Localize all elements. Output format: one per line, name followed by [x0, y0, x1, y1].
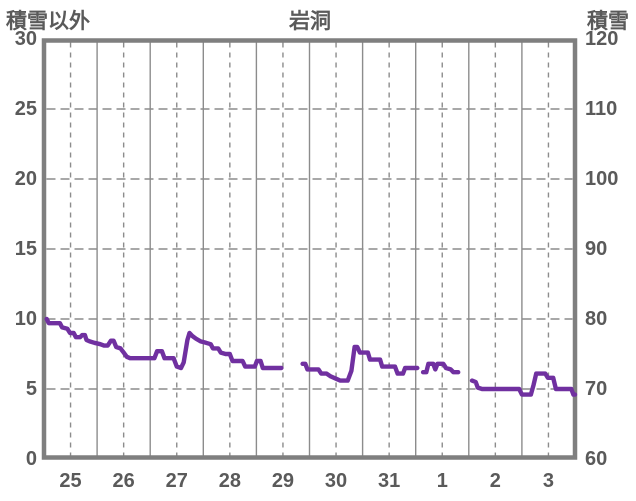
right-axis-title: 積雪: [587, 10, 629, 33]
chart-title: 岩洞: [289, 10, 331, 33]
x-axis-tick-label: 28: [218, 470, 241, 492]
data-line-segment: [420, 361, 461, 375]
left-axis-tick-label: 10: [14, 308, 37, 330]
right-axis-tick-label: 80: [585, 308, 608, 330]
x-axis-tick-label: 31: [378, 470, 401, 492]
x-axis-tick-label: 29: [271, 470, 295, 492]
left-axis-tick-label: 15: [14, 238, 37, 260]
left-axis-title: 積雪以外: [6, 10, 90, 33]
right-axis-tick-label: 120: [585, 28, 619, 50]
plot-frame: [41, 38, 578, 460]
x-axis-tick-label: 3: [542, 470, 554, 492]
data-line-segment: [469, 371, 578, 397]
x-axis-tick-label: 2: [489, 470, 501, 492]
left-axis-tick-label: 20: [14, 168, 37, 190]
x-axis-tick-label: 25: [59, 470, 82, 492]
x-axis-tick-label: 26: [112, 470, 135, 492]
right-axis-tick-label: 60: [585, 448, 608, 470]
x-axis-tick-label: 27: [165, 470, 188, 492]
right-axis-tick-label: 110: [585, 98, 618, 120]
right-axis-tick-label: 70: [585, 378, 608, 400]
left-axis-tick-label: 30: [14, 28, 37, 50]
data-line-segment: [44, 316, 284, 371]
left-axis-tick-label: 5: [25, 378, 37, 400]
right-axis-tick-label: 90: [585, 238, 608, 260]
x-axis-tick-label: 1: [436, 470, 448, 492]
right-axis-tick-label: 100: [585, 168, 619, 190]
data-line-segment: [300, 344, 420, 383]
x-axis-tick-label: 30: [324, 470, 348, 492]
left-axis-tick-label: 25: [14, 98, 37, 120]
left-axis-tick-label: 0: [25, 448, 37, 470]
